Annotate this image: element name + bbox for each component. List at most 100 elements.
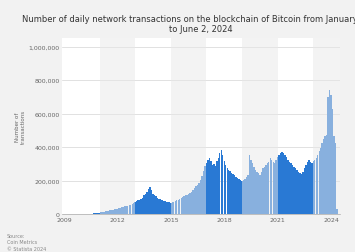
- Bar: [133, 203, 135, 214]
- Bar: [253, 167, 255, 214]
- Bar: [317, 155, 318, 214]
- Bar: [155, 196, 157, 214]
- Bar: [182, 197, 184, 214]
- Bar: [135, 202, 136, 214]
- Bar: [314, 160, 316, 214]
- Bar: [130, 205, 131, 214]
- Bar: [105, 211, 106, 214]
- Bar: [167, 202, 169, 214]
- Bar: [275, 160, 277, 214]
- Bar: [282, 152, 283, 214]
- Bar: [269, 159, 271, 214]
- Bar: [252, 163, 253, 214]
- Bar: [220, 150, 222, 214]
- Bar: [296, 170, 297, 214]
- Bar: [152, 194, 154, 214]
- Bar: [206, 163, 207, 214]
- Bar: [289, 162, 290, 214]
- Bar: [136, 202, 137, 214]
- Bar: [228, 170, 229, 214]
- Bar: [233, 175, 234, 214]
- Bar: [302, 172, 304, 214]
- Bar: [331, 96, 332, 214]
- Bar: [242, 39, 278, 214]
- Bar: [190, 193, 191, 214]
- Bar: [120, 208, 121, 214]
- Bar: [261, 172, 262, 214]
- Bar: [194, 188, 195, 214]
- Bar: [284, 155, 286, 214]
- Bar: [146, 192, 148, 214]
- Bar: [118, 208, 120, 214]
- Bar: [178, 200, 179, 214]
- Bar: [127, 206, 129, 214]
- Bar: [271, 160, 272, 214]
- Bar: [249, 155, 250, 214]
- Bar: [141, 199, 142, 214]
- Bar: [157, 198, 158, 214]
- Bar: [256, 172, 258, 214]
- Bar: [176, 201, 178, 214]
- Bar: [122, 207, 124, 214]
- Bar: [184, 197, 185, 214]
- Bar: [121, 207, 122, 214]
- Bar: [224, 162, 225, 214]
- Bar: [191, 192, 192, 214]
- Bar: [195, 187, 197, 214]
- Bar: [258, 174, 259, 214]
- Bar: [171, 39, 207, 214]
- Bar: [310, 162, 311, 214]
- Bar: [198, 183, 200, 214]
- Bar: [210, 162, 212, 214]
- Bar: [231, 173, 233, 214]
- Bar: [318, 152, 320, 214]
- Bar: [200, 180, 201, 214]
- Bar: [313, 39, 340, 214]
- Bar: [262, 169, 263, 214]
- Bar: [139, 200, 140, 214]
- Bar: [131, 204, 133, 214]
- Bar: [219, 153, 220, 214]
- Bar: [94, 213, 96, 214]
- Bar: [333, 137, 335, 214]
- Bar: [332, 109, 333, 214]
- Bar: [264, 167, 265, 214]
- Bar: [255, 170, 256, 214]
- Bar: [148, 189, 149, 214]
- Bar: [103, 212, 105, 214]
- Bar: [243, 180, 244, 214]
- Bar: [112, 210, 114, 214]
- Bar: [301, 175, 302, 214]
- Bar: [323, 140, 324, 214]
- Bar: [259, 175, 261, 214]
- Bar: [308, 160, 310, 214]
- Bar: [316, 158, 317, 214]
- Bar: [216, 162, 218, 214]
- Title: Number of daily network transactions on the blockchain of Bitcoin from January 2: Number of daily network transactions on …: [22, 15, 355, 34]
- Bar: [143, 196, 145, 214]
- Bar: [268, 162, 269, 214]
- Bar: [97, 213, 99, 214]
- Bar: [241, 181, 243, 214]
- Y-axis label: Number of
transactions: Number of transactions: [15, 110, 26, 144]
- Text: Source:
Coin Metrics
© Statista 2024: Source: Coin Metrics © Statista 2024: [7, 233, 47, 251]
- Bar: [305, 165, 307, 214]
- Bar: [313, 162, 314, 214]
- Bar: [234, 175, 235, 214]
- Bar: [185, 196, 186, 214]
- Bar: [180, 198, 182, 214]
- Bar: [307, 162, 308, 214]
- Bar: [192, 191, 194, 214]
- Bar: [197, 185, 198, 214]
- Bar: [166, 202, 167, 214]
- Bar: [311, 164, 312, 214]
- Bar: [99, 213, 100, 214]
- Bar: [292, 165, 293, 214]
- Bar: [145, 194, 146, 214]
- Bar: [324, 137, 326, 214]
- Bar: [129, 205, 130, 214]
- Bar: [225, 165, 226, 214]
- Bar: [244, 179, 246, 214]
- Bar: [238, 180, 240, 214]
- Bar: [109, 210, 111, 214]
